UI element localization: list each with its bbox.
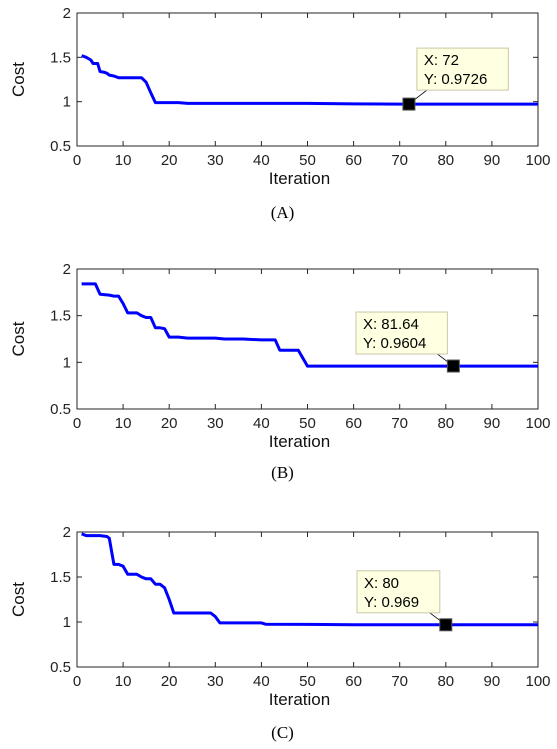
x-tick-label: 60: [345, 152, 362, 169]
x-tick-label: 40: [253, 415, 270, 432]
cost-series-line: [81, 54, 538, 106]
y-tick-label: 2: [63, 5, 71, 22]
datatip-x-value: X: 80: [364, 575, 399, 592]
x-tick-label: 90: [484, 673, 501, 690]
datatip-y-value: Y: 0.969: [364, 594, 419, 611]
cost-series-line: [81, 282, 538, 368]
x-tick-label: 10: [115, 673, 132, 690]
y-axis-label: Cost: [9, 582, 28, 617]
y-tick-label: 2: [63, 524, 71, 541]
datatip-x-value: X: 72: [424, 52, 459, 69]
x-tick-label: 30: [207, 415, 224, 432]
y-tick-label: 1: [63, 354, 71, 371]
chart-panel-c: 0 10 20 30 40 50 60 70 80 90 100 0.5 1 1.5 2 Iteration C…: [9, 524, 551, 742]
x-tick-label: 70: [391, 673, 408, 690]
x-tick-label: 0: [73, 415, 81, 432]
x-tick-label: 80: [437, 673, 454, 690]
x-tick-label: 0: [73, 152, 81, 169]
x-axis-label: Iteration: [269, 432, 330, 451]
panel-caption: (A): [271, 203, 295, 222]
x-tick-label: 80: [437, 415, 454, 432]
datatip-marker[interactable]: [446, 359, 460, 373]
x-tick-label: 70: [391, 152, 408, 169]
datatip-box[interactable]: [356, 570, 441, 614]
datatip-marker[interactable]: [402, 97, 416, 111]
x-axis-label: Iteration: [269, 690, 330, 709]
y-tick-label: 0.5: [50, 401, 71, 418]
x-tick-label: 60: [345, 415, 362, 432]
x-tick-label: 10: [115, 152, 132, 169]
x-tick-label: 20: [161, 673, 178, 690]
x-tick-label: 60: [345, 673, 362, 690]
panel-caption: (C): [271, 723, 294, 742]
cost-series-line: [81, 532, 538, 627]
datatip-marker[interactable]: [439, 618, 453, 632]
x-axis-label: Iteration: [269, 169, 330, 188]
x-tick-label: 80: [437, 152, 454, 169]
x-tick-label: 20: [161, 152, 178, 169]
x-tick-label: 100: [525, 415, 550, 432]
panel-caption: (B): [271, 463, 294, 482]
datatip-y-value: Y: 0.9726: [424, 71, 487, 88]
x-tick-label: 50: [299, 152, 316, 169]
x-tick-label: 40: [253, 152, 270, 169]
x-tick-label: 50: [299, 415, 316, 432]
x-tick-label: 10: [115, 415, 132, 432]
y-axis-label: Cost: [9, 321, 28, 356]
datatip-box[interactable]: [416, 47, 509, 91]
y-tick-label: 1: [63, 94, 71, 111]
plot-area: [76, 268, 539, 410]
y-tick-label: 1.5: [50, 569, 71, 586]
x-tick-label: 20: [161, 415, 178, 432]
datatip-y-value: Y: 0.9604: [363, 335, 426, 352]
datatip-box[interactable]: [355, 311, 448, 355]
datatip-x-value: X: 81.64: [363, 316, 419, 333]
x-tick-label: 100: [525, 152, 550, 169]
x-tick-label: 40: [253, 673, 270, 690]
y-axis-label: Cost: [9, 62, 28, 97]
x-tick-label: 0: [73, 673, 81, 690]
y-tick-label: 1.5: [50, 49, 71, 66]
y-tick-label: 0.5: [50, 659, 71, 676]
y-tick-label: 0.5: [50, 138, 71, 155]
y-tick-label: 1.5: [50, 308, 71, 325]
x-tick-label: 90: [484, 152, 501, 169]
y-tick-label: 2: [63, 261, 71, 278]
x-tick-label: 30: [207, 673, 224, 690]
x-tick-label: 50: [299, 673, 316, 690]
x-tick-label: 30: [207, 152, 224, 169]
y-tick-label: 1: [63, 614, 71, 631]
chart-panel-b: 0 10 20 30 40 50 60 70 80 90 100 0.5 1 1.5 2 Iteration C…: [9, 261, 551, 482]
x-tick-label: 100: [525, 673, 550, 690]
x-tick-label: 70: [391, 415, 408, 432]
plot-area: [76, 531, 539, 668]
x-tick-label: 90: [484, 415, 501, 432]
chart-panel-a: 0 10 20 30 40 50 60 70 80 90 100 0.5 1 1.5 2 Iteration C…: [9, 5, 551, 222]
